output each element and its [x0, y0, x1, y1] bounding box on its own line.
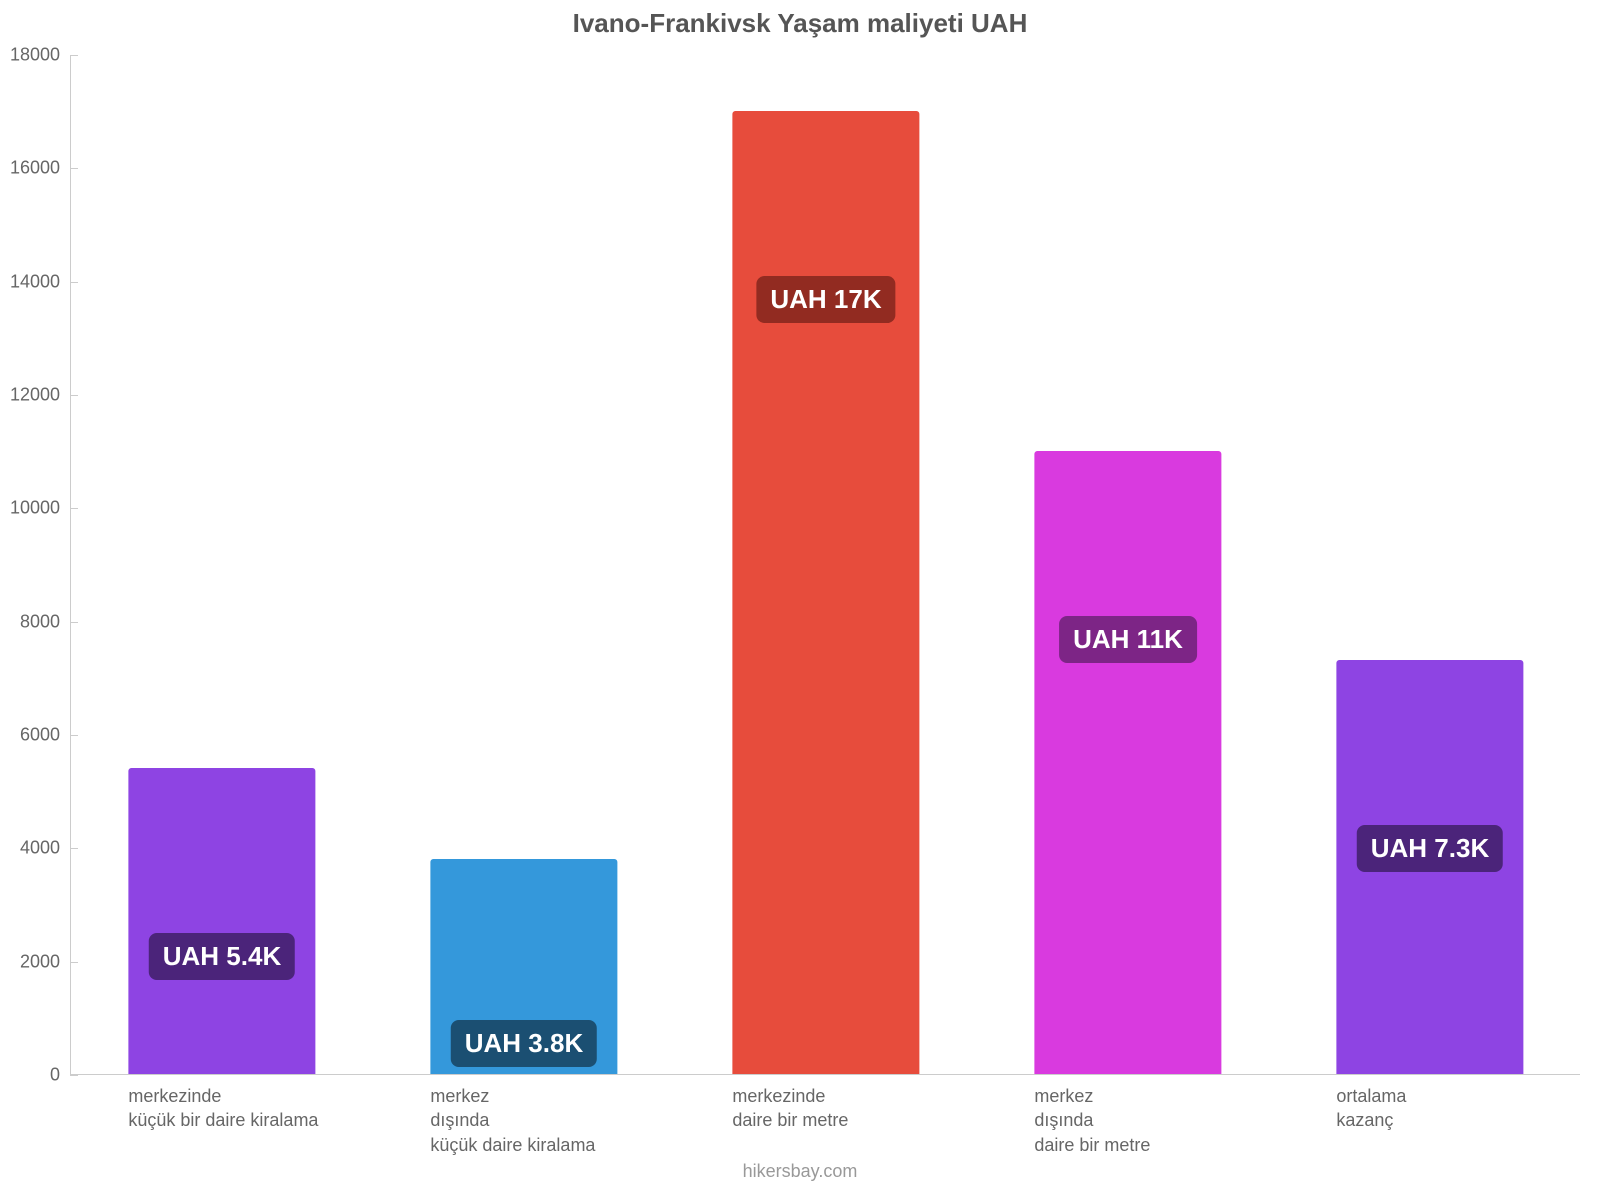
y-tick-label: 8000 [0, 611, 70, 632]
y-tick-label: 10000 [0, 498, 70, 519]
bar [128, 768, 315, 1074]
chart-title: Ivano-Frankivsk Yaşam maliyeti UAH [0, 8, 1600, 39]
y-tick-label: 12000 [0, 385, 70, 406]
bar-slot: UAH 17Kmerkezinde daire bir metre [675, 54, 977, 1074]
y-tick-label: 4000 [0, 838, 70, 859]
x-tick-label: merkezinde küçük bir daire kiralama [128, 1084, 375, 1133]
bar-slot: UAH 5.4Kmerkezinde küçük bir daire kiral… [71, 54, 373, 1074]
value-badge: UAH 5.4K [149, 933, 295, 980]
x-tick-label: merkez dışında küçük daire kiralama [430, 1084, 677, 1157]
y-tick-mark [70, 962, 78, 963]
y-tick-mark [70, 55, 78, 56]
x-tick-label: ortalama kazanç [1336, 1084, 1583, 1133]
value-badge: UAH 17K [756, 276, 895, 323]
bar [1034, 451, 1221, 1074]
y-tick-mark [70, 848, 78, 849]
x-tick-label: merkezinde daire bir metre [732, 1084, 979, 1133]
y-tick-label: 2000 [0, 951, 70, 972]
y-tick-mark [70, 1075, 78, 1076]
y-tick-label: 6000 [0, 725, 70, 746]
y-tick-mark [70, 508, 78, 509]
bar [732, 111, 919, 1074]
y-tick-label: 14000 [0, 271, 70, 292]
y-tick-label: 18000 [0, 45, 70, 66]
attribution: hikersbay.com [0, 1161, 1600, 1182]
value-badge: UAH 3.8K [451, 1020, 597, 1067]
y-tick-mark [70, 735, 78, 736]
bar-slot: UAH 7.3Kortalama kazanç [1279, 54, 1581, 1074]
value-badge: UAH 7.3K [1357, 825, 1503, 872]
y-tick-mark [70, 395, 78, 396]
x-tick-label: merkez dışında daire bir metre [1034, 1084, 1281, 1157]
plot-area: UAH 5.4Kmerkezinde küçük bir daire kiral… [70, 55, 1580, 1075]
y-tick-mark [70, 168, 78, 169]
y-tick-mark [70, 282, 78, 283]
bar-slot: UAH 3.8Kmerkez dışında küçük daire kiral… [373, 54, 675, 1074]
bar-slot: UAH 11Kmerkez dışında daire bir metre [977, 54, 1279, 1074]
y-tick-label: 16000 [0, 158, 70, 179]
value-badge: UAH 11K [1059, 616, 1197, 663]
cost-of-living-chart: Ivano-Frankivsk Yaşam maliyeti UAH UAH 5… [0, 0, 1600, 1200]
y-tick-label: 0 [0, 1065, 70, 1086]
y-tick-mark [70, 622, 78, 623]
